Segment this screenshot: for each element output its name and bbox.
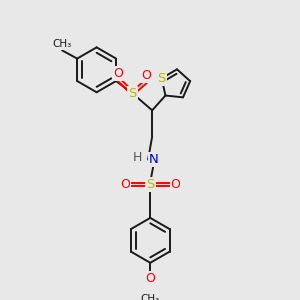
- Text: O: O: [113, 67, 123, 80]
- Text: CH₃: CH₃: [141, 294, 160, 300]
- Text: S: S: [146, 178, 154, 191]
- Text: S: S: [158, 72, 166, 85]
- Text: S: S: [128, 87, 137, 100]
- Text: O: O: [141, 69, 151, 82]
- Text: N: N: [149, 153, 159, 166]
- Text: O: O: [170, 178, 180, 191]
- Text: CH₃: CH₃: [52, 39, 71, 49]
- Text: O: O: [120, 178, 130, 191]
- Text: H: H: [133, 151, 142, 164]
- Text: O: O: [145, 272, 155, 285]
